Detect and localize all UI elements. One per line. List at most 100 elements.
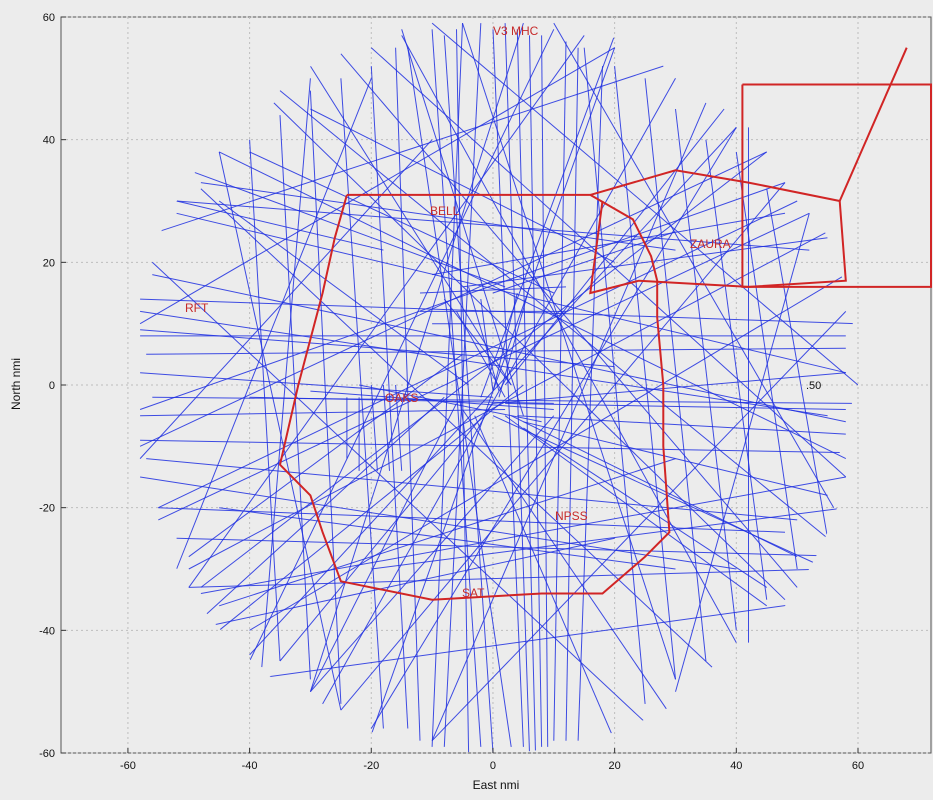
x-tick-label: -20 (363, 760, 379, 772)
region-label-bell: BELL (430, 204, 460, 218)
flight-track (218, 151, 342, 711)
airspace-boundary (589, 169, 847, 295)
x-tick-labels: -60 -40 -20 0 20 40 60 (120, 748, 864, 772)
flight-track (158, 507, 786, 533)
flight-tracks (139, 22, 858, 753)
flight-track (218, 384, 524, 631)
flight-track (188, 568, 828, 588)
flight-track (188, 231, 828, 570)
flight-track (395, 384, 403, 471)
flight-track (309, 22, 524, 692)
y-tick-label: 0 (49, 380, 55, 392)
flight-track (140, 476, 737, 570)
flight-track (146, 458, 798, 521)
x-tick-label: 0 (490, 760, 496, 772)
flight-track (310, 415, 555, 693)
flight-track (140, 310, 828, 417)
flight-track (309, 403, 457, 692)
flight-track (370, 384, 378, 471)
flight-track (140, 409, 506, 417)
flight-track (261, 78, 311, 668)
flight-track (309, 90, 342, 704)
flight-track (675, 108, 737, 631)
flight-track (140, 439, 840, 453)
flight-track (382, 384, 390, 471)
flight-track (529, 35, 543, 747)
flight-track (504, 108, 725, 386)
flight-track (401, 35, 737, 643)
x-tick-label: -40 (242, 760, 258, 772)
x-tick-label: 40 (730, 760, 742, 772)
flight-track (419, 286, 567, 294)
flight-track (188, 537, 615, 631)
y-tick-label: -60 (39, 748, 55, 760)
x-tick-label: -60 (120, 760, 136, 772)
flight-track (577, 66, 603, 741)
flight-track (443, 298, 512, 386)
flight-track (432, 212, 786, 276)
flight-track (705, 139, 768, 600)
region-label-zaura: ZAURA (690, 237, 731, 251)
flight-track (371, 507, 846, 570)
flight-track (340, 182, 786, 711)
airspace-boundaries (278, 47, 932, 601)
flight-track (340, 53, 798, 588)
flight-track (310, 390, 554, 410)
region-label-npss: NPSS (555, 509, 588, 523)
airspace-boundary (278, 193, 671, 601)
flight-track (492, 415, 828, 570)
flight-track (480, 35, 616, 398)
flight-track (431, 311, 847, 742)
flight-track (158, 212, 810, 521)
flight-track (139, 139, 433, 459)
flight-track (565, 47, 579, 741)
flight-track (431, 22, 858, 386)
y-tick-label: 60 (43, 12, 55, 24)
airspace-boundary (741, 83, 932, 288)
flight-track (158, 65, 664, 233)
flight-track (474, 415, 616, 741)
grid (61, 16, 931, 754)
flight-track (176, 78, 372, 570)
flight-track (249, 139, 281, 662)
y-tick-labels: -60 -40 -20 0 20 40 60 (39, 12, 66, 760)
flight-track (340, 78, 384, 729)
flight-track (468, 286, 500, 392)
flight-track (176, 212, 846, 374)
flight-track (523, 421, 828, 496)
y-tick-label: -20 (39, 503, 55, 515)
flight-track (553, 41, 567, 741)
flight-track (431, 23, 463, 747)
flight-track (200, 476, 846, 594)
x-axis-label: East nmi (473, 778, 520, 792)
flight-track (140, 329, 615, 368)
flight-track (273, 102, 786, 601)
flight-track (249, 599, 828, 680)
flight-track (310, 108, 615, 263)
flight-track (322, 78, 676, 705)
flight-track (553, 22, 835, 508)
flight-track (504, 415, 767, 607)
flight-track (480, 299, 494, 392)
flight-track (462, 409, 676, 723)
x-tick-label: 60 (852, 760, 864, 772)
flight-track (395, 47, 421, 741)
y-axis-label: North nmi (9, 358, 23, 410)
x-tick-label: 20 (609, 760, 621, 772)
flight-track (443, 35, 494, 753)
airspace-boundary (838, 47, 908, 202)
flight-track (279, 403, 494, 662)
region-label-rft: RFT (185, 301, 209, 315)
flight-track (139, 47, 615, 325)
flight-track (462, 22, 676, 680)
flight-track (505, 402, 846, 410)
flight-track (249, 127, 737, 656)
flight-track (200, 188, 713, 668)
flight-track (498, 286, 530, 398)
flight-track (309, 65, 512, 386)
flight-track (370, 127, 737, 729)
flight-track (492, 29, 524, 747)
flight-track (200, 151, 768, 588)
region-label-sat: SAT (462, 586, 485, 600)
